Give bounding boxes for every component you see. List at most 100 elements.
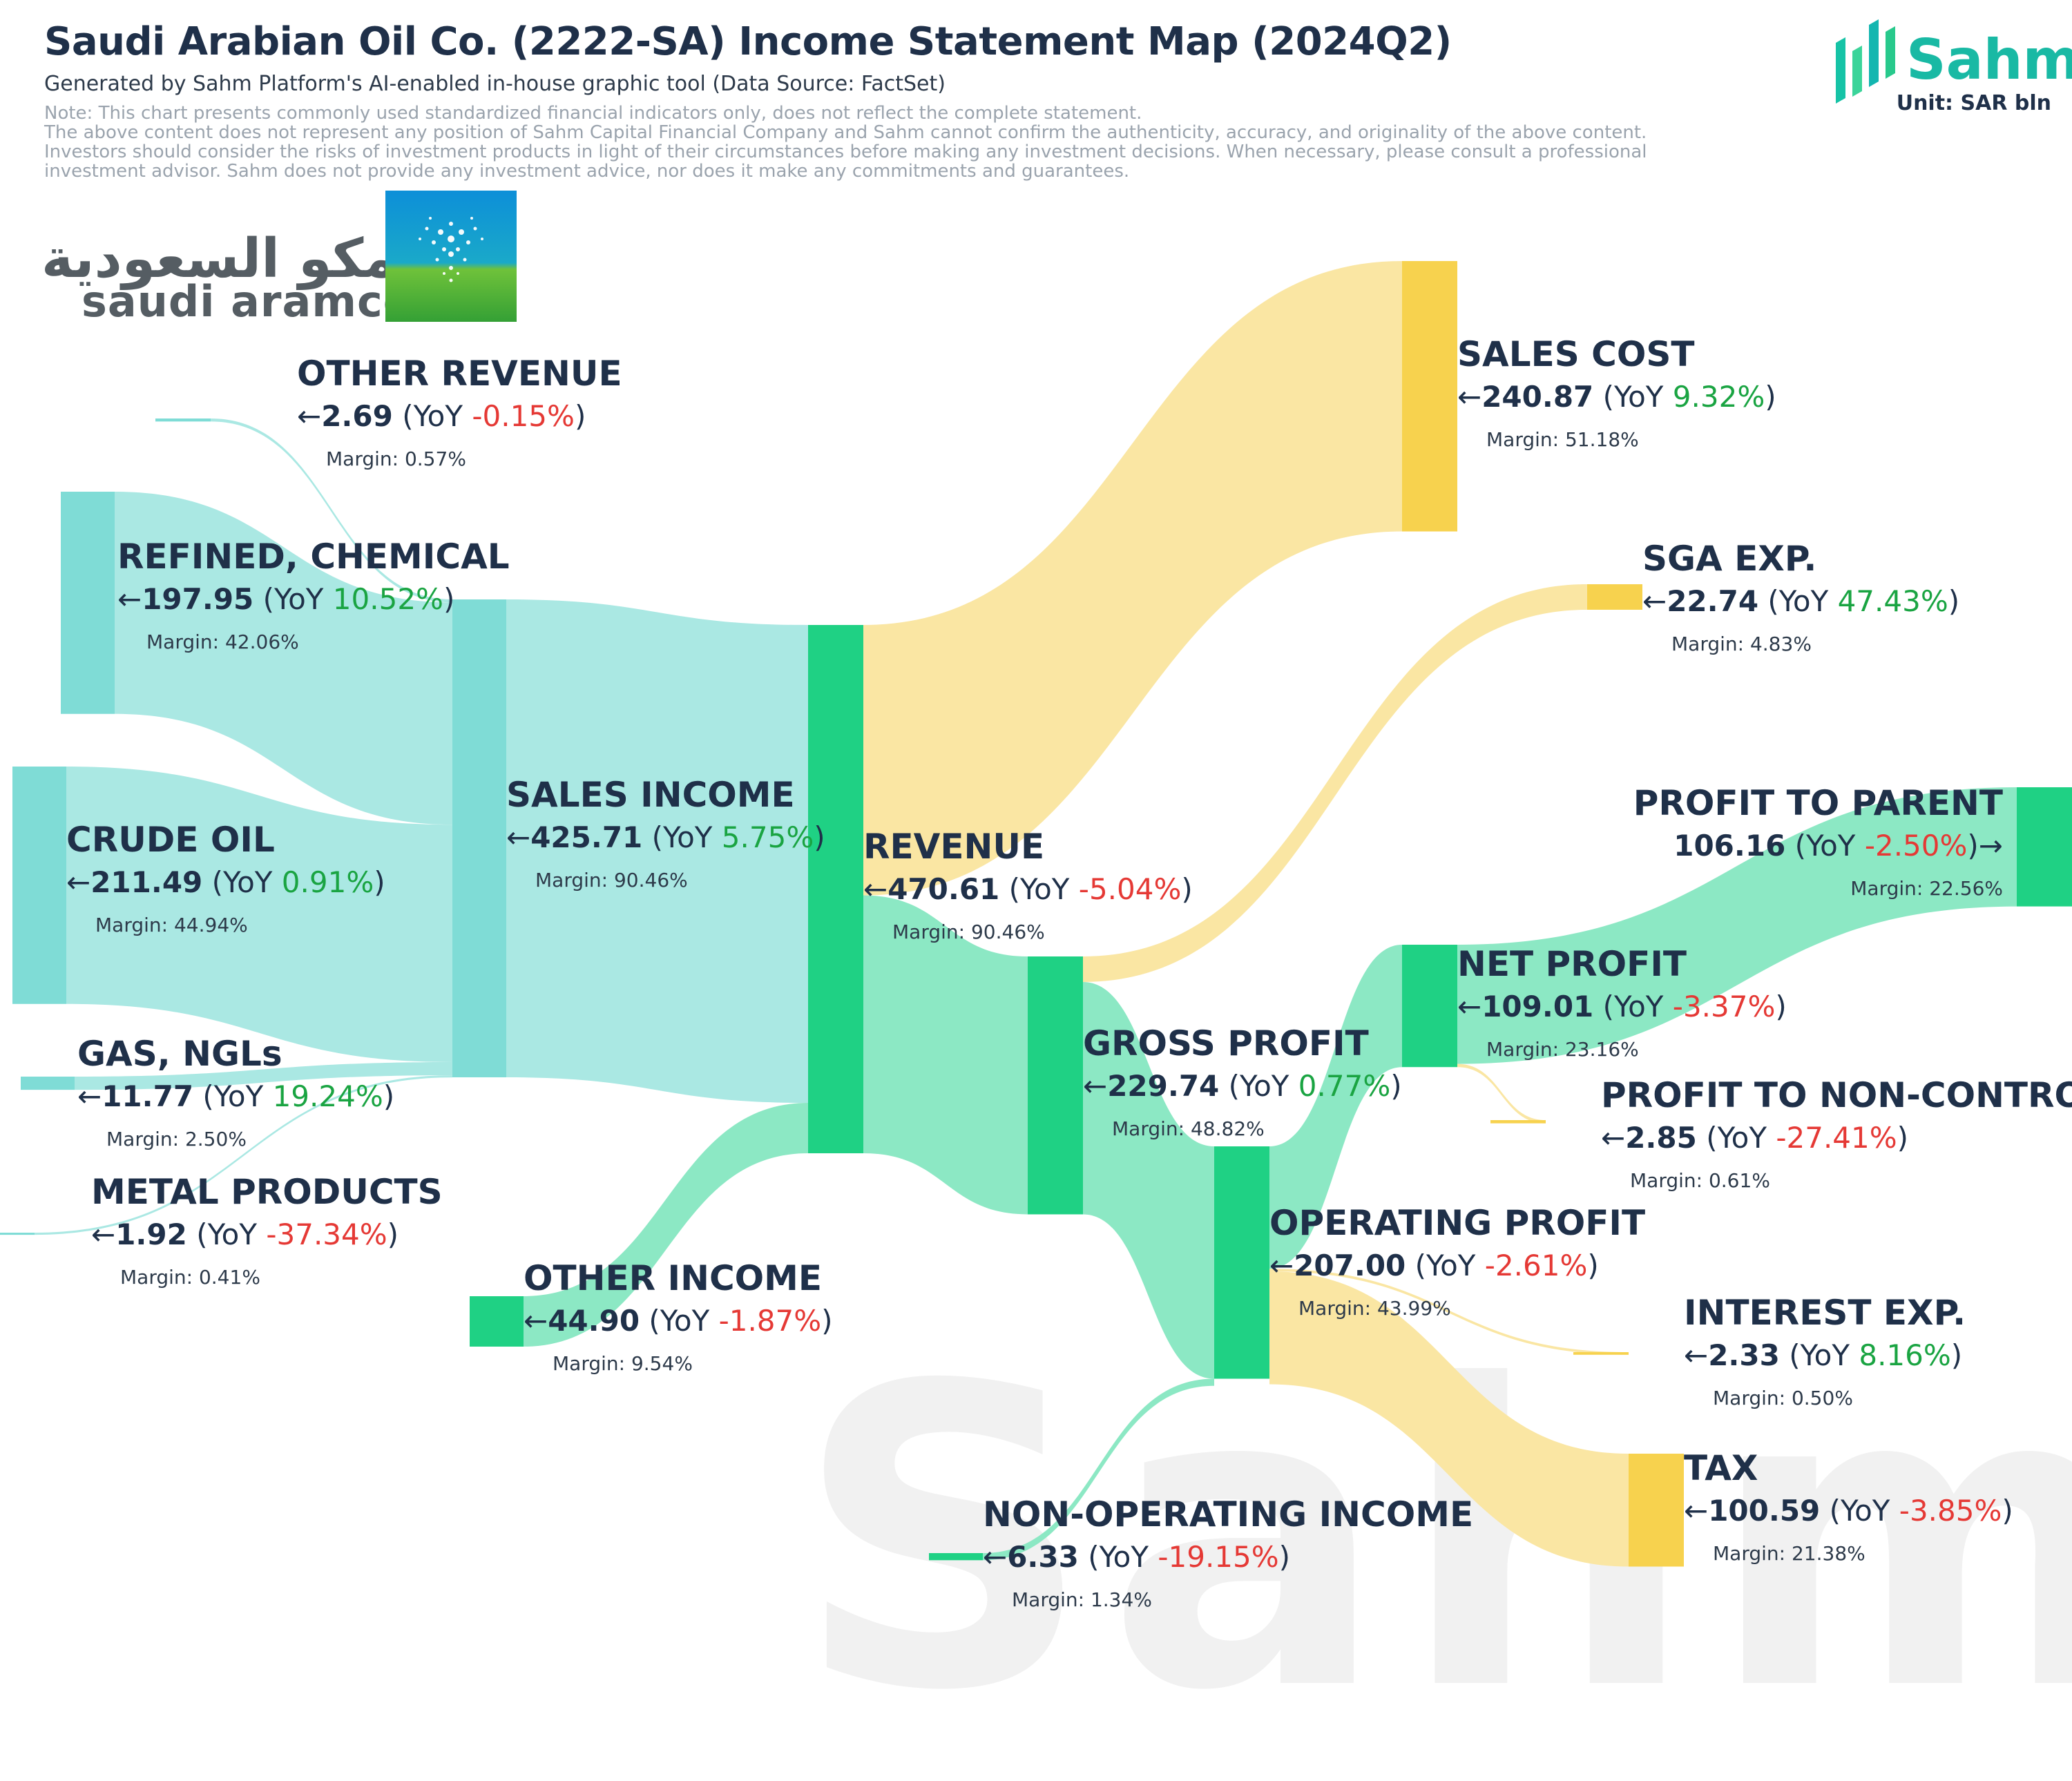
node-margin: Margin: 4.83%	[1671, 633, 1812, 655]
node-crude	[12, 767, 66, 1004]
node-gas	[21, 1077, 75, 1090]
node-name: SALES COST	[1457, 334, 1695, 374]
node-name: OTHER INCOME	[524, 1258, 823, 1298]
node-non_operating	[929, 1553, 983, 1561]
node-margin: Margin: 42.06%	[146, 630, 299, 653]
yoy-change: 5.75%	[721, 820, 814, 854]
node-revenue	[808, 625, 863, 1153]
node-margin: Margin: 0.61%	[1630, 1169, 1770, 1192]
yoy-change: -1.87%	[718, 1304, 822, 1338]
node-value: ←11.77 (YoY 19.24%)	[77, 1079, 395, 1113]
node-stub-metal	[0, 1233, 35, 1235]
node-name: PROFIT TO NON-CONTROL	[1601, 1075, 2072, 1115]
link-other_revenue-to-sales_income	[211, 418, 452, 603]
node-margin: Margin: 21.38%	[1713, 1542, 1865, 1565]
link-non_operating-to-operating_profit	[983, 1378, 1214, 1561]
link-gas-to-sales_income	[75, 1061, 452, 1090]
label-noncontrol: PROFIT TO NON-CONTROL ←2.85 (YoY -27.41%)…	[1601, 1074, 2072, 1202]
label-revenue: REVENUE ←470.61 (YoY -5.04%) Margin: 90.46…	[863, 825, 1193, 954]
node-value: ←1.92 (YoY -37.34%)	[91, 1217, 399, 1251]
node-name: REFINED, CHEMICAL	[117, 537, 510, 577]
node-value: ←2.85 (YoY -27.41%)	[1601, 1121, 1909, 1155]
node-other_income	[470, 1296, 524, 1347]
header: Saudi Arabian Oil Co. (2222-SA) Income S…	[0, 0, 2072, 193]
yoy-change: -37.34%	[266, 1217, 387, 1251]
page-subtitle: Generated by Sahm Platform's AI-enabled …	[44, 72, 946, 96]
link-operating_profit-to-interest	[1269, 1269, 1629, 1355]
label-sales_cost: SALES COST ←240.87 (YoY 9.32%) Margin: 51.…	[1457, 333, 1776, 461]
node-sales_cost	[1402, 261, 1457, 532]
node-parent	[2017, 787, 2072, 907]
link-gross_profit-to-operating_profit	[1083, 981, 1214, 1379]
yoy-change: -27.41%	[1776, 1121, 1897, 1155]
link-operating_profit-to-tax	[1269, 1271, 1629, 1567]
yoy-change: 0.77%	[1298, 1069, 1391, 1103]
node-name: GAS, NGLs	[77, 1034, 282, 1074]
node-margin: Margin: 0.57%	[326, 447, 466, 470]
node-value: ←44.90 (YoY -1.87%)	[524, 1304, 833, 1338]
link-crude-to-sales_income	[66, 767, 452, 1062]
label-tax: TAX ←100.59 (YoY -3.85%) Margin: 21.38%	[1684, 1447, 2013, 1575]
aramco-logo-text: saudi aramco	[81, 276, 414, 327]
yoy-change: -5.04%	[1078, 872, 1182, 906]
yoy-change: -3.85%	[1899, 1494, 2002, 1528]
node-margin: Margin: 2.50%	[106, 1128, 247, 1151]
node-name: SALES INCOME	[506, 775, 795, 815]
label-crude: CRUDE OIL ←211.49 (YoY 0.91%) Margin: 44.9…	[66, 818, 385, 947]
node-value: ←425.71 (YoY 5.75%)	[506, 820, 825, 854]
node-value: ←207.00 (YoY -2.61%)	[1269, 1249, 1599, 1282]
label-interest: INTEREST EXP. ←2.33 (YoY 8.16%) Margin: 0.…	[1684, 1291, 1966, 1420]
node-name: INTEREST EXP.	[1684, 1293, 1966, 1333]
node-value: ←470.61 (YoY -5.04%)	[863, 872, 1193, 906]
node-margin: Margin: 1.34%	[1012, 1588, 1152, 1611]
node-name: OPERATING PROFIT	[1269, 1203, 1646, 1243]
node-margin: Margin: 23.16%	[1486, 1038, 1639, 1061]
sankey-links	[35, 261, 2017, 1567]
node-value: ←240.87 (YoY 9.32%)	[1457, 380, 1776, 414]
yoy-change: 10.52%	[332, 582, 443, 616]
link-sales_income-to-revenue	[506, 599, 808, 1104]
label-operating_profit: OPERATING PROFIT ←207.00 (YoY -2.61%) Marg…	[1269, 1202, 1645, 1330]
node-margin: Margin: 43.99%	[1298, 1297, 1451, 1320]
node-name: NET PROFIT	[1457, 944, 1687, 984]
yoy-change: -19.15%	[1158, 1540, 1279, 1574]
sahm-brand-name: Sahm	[1906, 28, 2072, 92]
node-value: ←6.33 (YoY -19.15%)	[983, 1540, 1291, 1574]
label-other_income: OTHER INCOME ←44.90 (YoY -1.87%) Margin: 9…	[524, 1257, 833, 1385]
yoy-change: 8.16%	[1859, 1338, 1951, 1372]
node-stub-interest	[1573, 1352, 1629, 1355]
yoy-change: 0.91%	[281, 865, 374, 899]
link-gross_profit-to-sga	[1083, 584, 1587, 982]
note-line: The above content does not represent any…	[44, 122, 1647, 143]
node-margin: Margin: 0.50%	[1713, 1387, 1853, 1409]
node-value: ←22.74 (YoY 47.43%)	[1642, 584, 1960, 618]
node-refined	[61, 492, 115, 714]
label-sga: SGA EXP. ←22.74 (YoY 47.43%) Margin: 4.83%	[1642, 537, 1959, 666]
label-sales_income: SALES INCOME ←425.71 (YoY 5.75%) Margin: 9…	[506, 773, 825, 902]
note-line: Note: This chart presents commonly used …	[44, 103, 1142, 124]
yoy-change: 47.43%	[1837, 584, 1948, 618]
node-value: ←197.95 (YoY 10.52%)	[117, 582, 455, 616]
node-value: ←211.49 (YoY 0.91%)	[66, 865, 385, 899]
aramco-star-icon	[385, 191, 517, 322]
link-refined-to-sales_income	[115, 492, 452, 825]
disclaimer-note: Note: This chart presents commonly used …	[44, 104, 1736, 181]
node-margin: Margin: 9.54%	[553, 1352, 693, 1375]
sankey-chart	[0, 261, 2072, 1567]
node-margin: Margin: 90.46%	[892, 921, 1045, 943]
link-operating_profit-to-net_profit	[1269, 945, 1402, 1269]
node-value: 106.16 (YoY -2.50%)→	[1673, 829, 2003, 863]
node-margin: Margin: 51.18%	[1486, 428, 1639, 451]
node-margin: Margin: 22.56%	[1850, 877, 2003, 900]
node-name: OTHER REVENUE	[297, 354, 622, 394]
node-name: PROFIT TO PARENT	[1633, 783, 2003, 823]
node-name: REVENUE	[863, 827, 1045, 867]
node-margin: Margin: 0.41%	[120, 1266, 260, 1289]
node-gross_profit	[1028, 956, 1083, 1215]
node-stub-other_revenue	[155, 418, 211, 422]
node-value: ←2.69 (YoY -0.15%)	[297, 399, 586, 433]
yoy-change: 19.24%	[272, 1079, 383, 1113]
yoy-change: -0.15%	[472, 399, 575, 433]
label-other_revenue: OTHER REVENUE ←2.69 (YoY -0.15%) Margin: 0…	[297, 352, 622, 481]
node-name: SGA EXP.	[1642, 539, 1817, 579]
